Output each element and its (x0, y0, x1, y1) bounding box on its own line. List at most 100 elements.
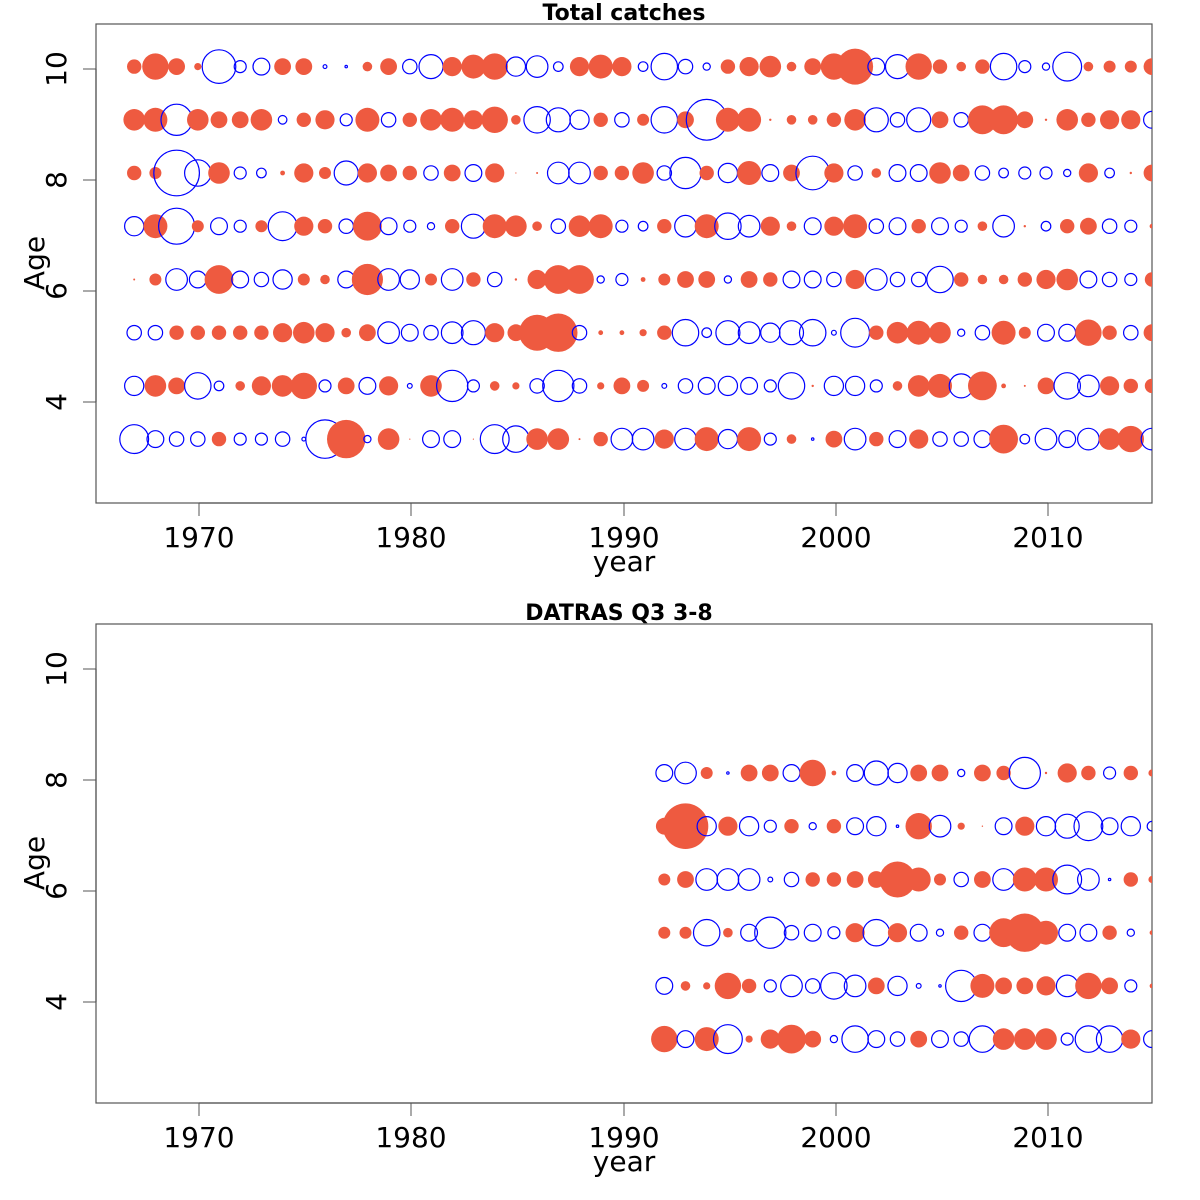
bubble-negative (938, 984, 942, 988)
bubble-positive (588, 214, 613, 239)
bubble-positive (149, 273, 162, 286)
bubble-negative (863, 107, 889, 133)
bubble-positive (811, 384, 814, 388)
bubble-negative (1079, 923, 1098, 942)
y-axis: 4 6 8 10 Age (18, 651, 97, 1011)
bubble-positive (714, 972, 742, 1000)
bubble-negative (1101, 218, 1118, 234)
bubble-positive (952, 164, 970, 182)
bubble-negative (717, 375, 739, 397)
bubble-negative (866, 816, 887, 837)
bubble-positive (998, 274, 1009, 285)
bubble-positive (991, 320, 1016, 345)
bubble-negative (631, 427, 655, 451)
bubble-negative (146, 430, 165, 449)
x-tick-label: 2010 (1012, 1121, 1083, 1154)
bubble-positive (593, 112, 608, 128)
bubble-positive (909, 429, 929, 449)
bubble-positive (739, 57, 759, 77)
bubble-positive (1124, 60, 1137, 73)
bubble-negative (460, 320, 486, 346)
bubble-negative (460, 213, 486, 239)
bubble-positive (425, 273, 437, 286)
bubble-positive (910, 764, 928, 782)
bubble-positive (254, 325, 269, 340)
bubble-positive (871, 168, 882, 178)
bubble-positive (737, 161, 762, 185)
bubble-positive (235, 381, 245, 391)
bubble-negative (1040, 220, 1052, 232)
bubble-negative (267, 211, 298, 242)
bubble-positive (420, 375, 442, 397)
x-tick-label: 1970 (163, 521, 234, 554)
bubble-positive (786, 434, 797, 444)
bubble-negative (910, 271, 927, 288)
bubble-negative (973, 923, 992, 942)
bubble-positive (954, 925, 969, 940)
bubble-positive (677, 271, 694, 288)
bubble-negative (717, 162, 739, 184)
bubble-positive (906, 320, 931, 345)
bubble-negative (505, 56, 527, 77)
bubble-positive (380, 58, 397, 75)
bubble-positive (420, 109, 442, 131)
bubble-negative (426, 221, 436, 231)
bubble-positive (929, 321, 951, 344)
bubble-positive (461, 54, 486, 79)
bubble-positive (271, 375, 294, 397)
bubble-positive (297, 273, 310, 286)
bubble-negative (1058, 430, 1077, 449)
bubble-negative (695, 868, 719, 891)
bubble-negative (1124, 272, 1138, 287)
bubble-positive (804, 58, 822, 75)
bubble-negative (188, 270, 207, 289)
bubble-negative (358, 376, 377, 395)
bubble-positive (981, 825, 984, 827)
bubble-negative (253, 271, 270, 288)
bubble-positive (700, 767, 713, 779)
bubble-negative (954, 219, 968, 233)
bubble-positive (1123, 765, 1139, 781)
x-tick-label: 1980 (375, 521, 446, 554)
y-tick-label: 4 (40, 993, 73, 1011)
bubble-negative (844, 375, 866, 397)
bubble-negative (655, 763, 674, 782)
bubble-negative (1036, 323, 1055, 342)
bubble-positive (315, 323, 335, 343)
bubble-negative (1140, 427, 1152, 451)
y-tick-label: 6 (40, 282, 73, 300)
bubble-positive (677, 871, 694, 888)
bubble-negative (803, 217, 822, 236)
bubble-positive (869, 431, 884, 447)
bubble-positive (996, 765, 1011, 781)
bubble-positive (294, 216, 314, 236)
bubble-negative (1060, 1032, 1074, 1046)
bubble-negative (126, 324, 142, 341)
bubble-negative (935, 928, 945, 937)
bubble-positive (740, 764, 758, 782)
bubble-negative (763, 432, 777, 446)
bubble-negative (869, 379, 883, 393)
bubble-negative (803, 923, 822, 942)
bubble-negative (318, 379, 332, 393)
bubble-positive (1044, 771, 1048, 775)
bubble-positive (745, 1035, 753, 1043)
x-axis: 1970 1980 1990 2000 2010 year (163, 502, 1084, 578)
bubble-negative (190, 431, 206, 447)
bubble-positive (698, 271, 716, 288)
bubble-negative (701, 327, 713, 339)
bubble-positive (1081, 112, 1096, 128)
bubble-negative (677, 58, 694, 75)
y-tick-label: 6 (40, 882, 73, 900)
bubble-positive (928, 373, 952, 398)
bubble-negative (676, 1030, 695, 1049)
bubble-positive (593, 165, 608, 181)
bubble-negative (168, 431, 185, 447)
bubble-negative (1146, 820, 1152, 832)
bubble-positive (295, 58, 313, 75)
bubble-positive (505, 215, 527, 237)
y-tick-label: 10 (40, 51, 73, 87)
bubble-positive (957, 822, 965, 830)
bubble-positive (294, 163, 314, 183)
bubble-positive (315, 110, 335, 130)
